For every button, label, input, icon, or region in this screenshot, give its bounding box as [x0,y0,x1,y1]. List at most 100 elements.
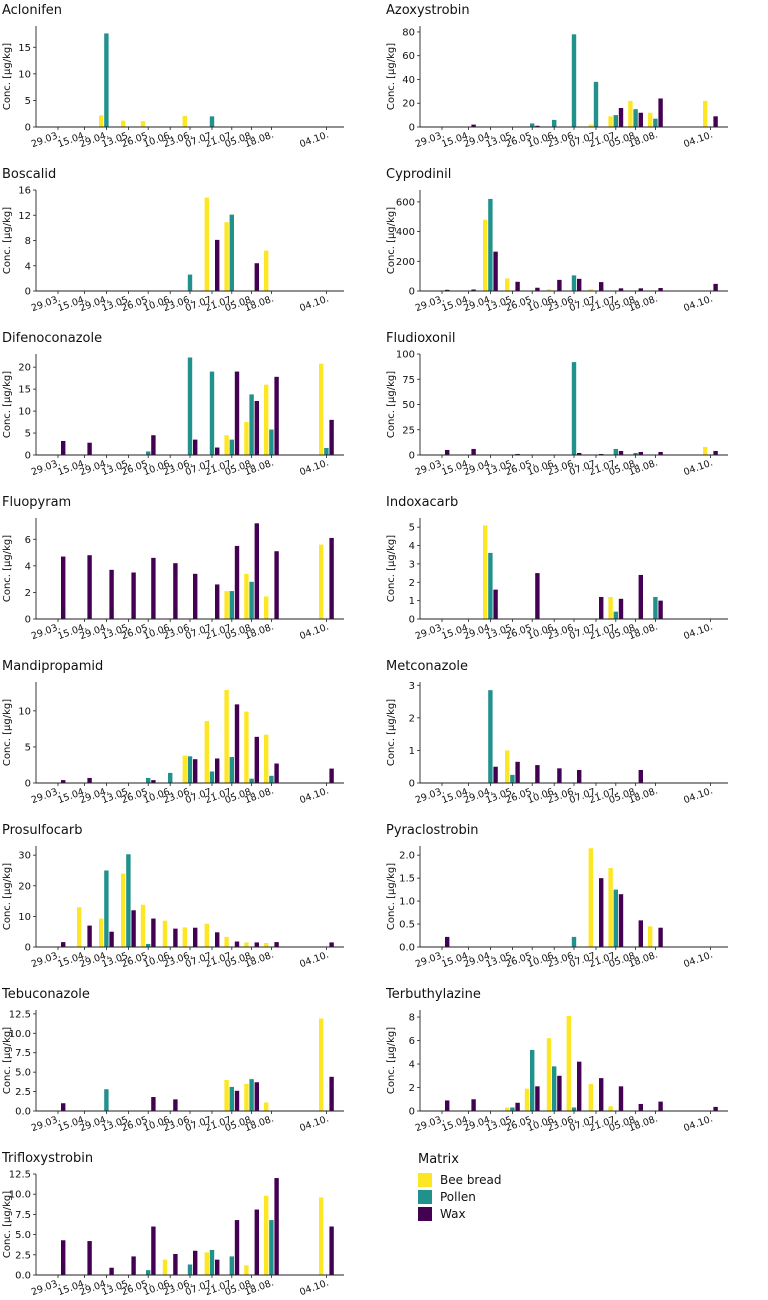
bar-wax-4 [151,780,156,783]
bar-wax-3 [131,572,136,619]
bar-pollen-4 [146,451,151,455]
bar-wax-3 [515,453,520,455]
y-tick-label: 25 [402,425,415,436]
y-tick-label: 0.0 [399,943,415,954]
y-tick-label: 1.0 [399,897,415,908]
y-tick-label: 2.0 [399,851,415,862]
y-axis-label: Conc. [µg/kg] [2,371,13,438]
bar-pollen-6 [187,357,193,455]
bar-wax-2 [493,766,498,783]
x-tick-label: 04.10. [298,949,330,970]
bar-bee-bread-8 [224,591,229,619]
bar-bee-bread-7 [588,124,593,127]
bar-pollen-9 [249,778,254,783]
bar-wax-0 [445,289,450,291]
bar-pollen-4 [146,1270,151,1275]
bar-pollen-8 [613,611,618,619]
chart-panel-trifloxystrobin: Trifloxystrobin Conc. [µg/kg] 0.0 2.5 5.0 7.5… [1,1151,344,1298]
legend-item-pollen: Pollen [418,1188,501,1205]
bar-pollen-9 [249,581,254,619]
bar-wax-2 [109,1267,114,1275]
bar-pollen-9 [249,1079,254,1111]
y-tick-label: 0 [409,123,415,134]
chart-title: Prosulfocarb [2,823,83,838]
bar-bee-bread-6 [566,1015,571,1111]
y-tick-label: 0 [25,943,31,954]
bar-wax-11 [329,419,334,455]
bar-pollen-3 [126,854,131,947]
bar-pollen-10 [653,118,658,127]
bar-pollen-7 [593,81,599,127]
x-tick-label: 04.10. [682,621,714,642]
y-tick-label: 0 [25,615,31,626]
bar-wax-9 [638,451,643,455]
y-tick-label: 10.0 [9,1190,31,1201]
bar-wax-7 [599,1078,604,1111]
bar-bee-bread-9 [244,1083,249,1111]
bar-bee-bread-3 [121,120,126,127]
bar-wax-9 [638,1103,643,1111]
y-tick-label: 20 [18,363,31,374]
bar-bee-bread-6 [182,755,187,783]
bar-bee-bread-11 [703,446,708,455]
bar-wax-8 [234,941,240,947]
bar-bee-bread-9 [244,942,249,947]
legend-label-wax: Wax [440,1206,466,1221]
bar-bee-bread-2 [99,115,104,127]
y-axis-label: Conc. [µg/kg] [2,863,13,930]
y-tick-label: 0 [409,451,415,462]
bar-bee-bread-7 [204,720,209,783]
bar-wax-3 [515,1102,520,1111]
bar-bee-bread-3 [505,750,510,783]
bar-wax-11 [713,1106,718,1111]
bar-pollen-6 [571,1107,577,1111]
bar-bee-bread-6 [182,927,187,947]
bar-wax-9 [254,1082,259,1111]
bar-wax-6 [577,452,582,455]
bar-wax-6 [193,573,198,619]
x-tick-label: 04.10. [682,457,714,478]
bar-wax-9 [638,288,643,291]
x-tick-label: 04.10. [298,1277,330,1298]
x-tick-label: 04.10. [682,129,714,150]
y-tick-label: 0 [25,287,31,298]
bar-bee-bread-2 [483,219,488,291]
bar-wax-10 [658,451,663,455]
bar-wax-7 [599,282,604,291]
bar-pollen-7 [209,771,215,783]
bar-wax-0 [445,449,450,455]
bar-wax-9 [254,400,259,455]
y-tick-label: 10.0 [9,1029,31,1040]
chart-title: Metconazole [386,659,468,674]
y-axis-label: Conc. [µg/kg] [386,371,397,438]
bar-bee-bread-5 [162,920,168,947]
bar-bee-bread-10 [264,384,269,455]
y-tick-label: 7.5 [15,1048,31,1059]
bar-pollen-2 [488,552,493,619]
bar-pollen-4 [530,1049,535,1111]
bar-wax-11 [713,450,718,455]
bar-wax-11 [329,1226,334,1275]
bar-wax-1 [471,1099,476,1111]
bar-pollen-2 [104,870,109,947]
bar-pollen-8 [613,448,618,455]
bar-wax-7 [215,1259,220,1275]
y-tick-label: 0.0 [15,1107,31,1118]
y-tick-label: 5 [409,523,415,534]
y-tick-label: 2 [409,713,415,724]
y-tick-label: 15 [18,385,31,396]
bar-pollen-8 [613,115,618,127]
y-tick-label: 4 [25,261,31,272]
chart-title: Trifloxystrobin [1,1151,93,1166]
bar-wax-6 [193,759,198,783]
bar-pollen-2 [488,198,493,291]
y-tick-label: 4 [409,541,415,552]
bar-wax-11 [713,116,718,127]
bar-pollen-8 [229,757,234,783]
bar-bee-bread-5 [546,1038,552,1111]
bar-bee-bread-7 [204,923,209,947]
bar-bee-bread-9 [244,1265,249,1275]
y-tick-label: 200 [396,257,415,268]
bar-pollen-7 [209,116,215,127]
